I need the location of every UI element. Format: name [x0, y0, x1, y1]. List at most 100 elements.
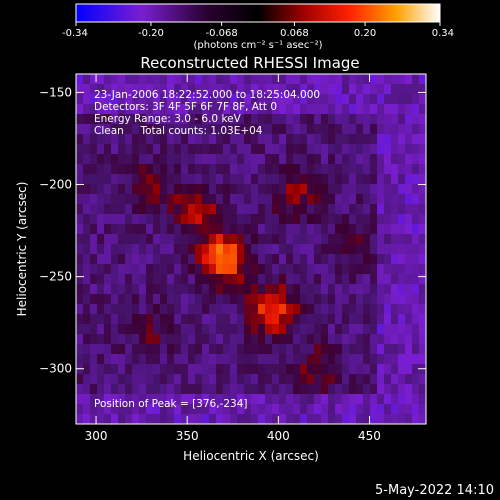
heatmap-cell — [181, 134, 188, 144]
heatmap-cell — [97, 134, 104, 144]
heatmap-cell — [349, 214, 356, 224]
heatmap-cell — [139, 114, 146, 124]
heatmap-cell — [265, 104, 272, 114]
heatmap-cell — [230, 114, 237, 124]
heatmap-cell — [153, 114, 160, 124]
heatmap-cell — [300, 344, 307, 354]
heatmap-cell — [90, 224, 97, 234]
heatmap-cell — [90, 344, 97, 354]
heatmap-cell — [300, 414, 307, 424]
heatmap-cell — [237, 204, 244, 214]
heatmap-cell — [321, 304, 328, 314]
heatmap-cell — [349, 74, 356, 84]
heatmap-cell — [265, 274, 272, 284]
heatmap-cell — [363, 414, 370, 424]
heatmap-cell — [244, 284, 251, 294]
heatmap-cell — [349, 204, 356, 214]
heatmap-cell — [216, 184, 223, 194]
heatmap-cell — [132, 84, 139, 94]
heatmap-cell — [258, 184, 265, 194]
heatmap-cell — [398, 214, 405, 224]
heatmap-cell — [293, 114, 300, 124]
heatmap-cell — [230, 154, 237, 164]
heatmap-cell — [195, 184, 202, 194]
heatmap-cell — [279, 104, 286, 114]
heatmap-cell — [160, 284, 167, 294]
heatmap-cell — [209, 104, 216, 114]
heatmap-cell — [328, 364, 335, 374]
heatmap-cell — [349, 184, 356, 194]
heatmap-cell — [405, 234, 412, 244]
heatmap-cell — [391, 354, 398, 364]
heatmap-cell — [209, 184, 216, 194]
heatmap-cell — [174, 104, 181, 114]
heatmap-cell — [377, 254, 384, 264]
heatmap-cell — [286, 204, 293, 214]
heatmap-cell — [132, 204, 139, 214]
heatmap-cell — [370, 354, 377, 364]
heatmap-cell — [195, 264, 202, 274]
heatmap-cell — [377, 244, 384, 254]
heatmap-cell — [139, 194, 146, 204]
heatmap-cell — [188, 284, 195, 294]
heatmap-cell — [300, 274, 307, 284]
heatmap-cell — [125, 194, 132, 204]
heatmap-cell — [251, 74, 258, 84]
heatmap-cell — [258, 164, 265, 174]
heatmap-cell — [125, 284, 132, 294]
heatmap-cell — [314, 154, 321, 164]
heatmap-cell — [258, 344, 265, 354]
heatmap-cell — [146, 104, 153, 114]
heatmap-cell — [83, 164, 90, 174]
heatmap-cell — [160, 404, 167, 414]
heatmap-cell — [419, 94, 426, 104]
heatmap-cell — [83, 244, 90, 254]
heatmap-cell — [328, 84, 335, 94]
heatmap-cell — [419, 354, 426, 364]
heatmap-cell — [272, 254, 279, 264]
heatmap-cell — [90, 304, 97, 314]
heatmap-cell — [237, 394, 244, 404]
heatmap-cell — [349, 384, 356, 394]
heatmap-cell — [370, 274, 377, 284]
heatmap-cell — [209, 114, 216, 124]
heatmap-cell — [342, 74, 349, 84]
heatmap-cell — [377, 104, 384, 114]
heatmap-cell — [146, 364, 153, 374]
heatmap-cell — [160, 144, 167, 154]
heatmap-cell — [412, 254, 419, 264]
heatmap-cell — [419, 394, 426, 404]
heatmap-cell — [237, 334, 244, 344]
heatmap-cell — [139, 304, 146, 314]
heatmap-cell — [216, 244, 223, 254]
heatmap-cell — [237, 294, 244, 304]
heatmap-cell — [384, 404, 391, 414]
heatmap-cell — [363, 344, 370, 354]
heatmap-cell — [279, 384, 286, 394]
heatmap-cell — [216, 344, 223, 354]
heatmap-cell — [188, 244, 195, 254]
heatmap-cell — [237, 374, 244, 384]
heatmap-cell — [195, 214, 202, 224]
heatmap-cell — [377, 154, 384, 164]
heatmap-cell — [181, 364, 188, 374]
heatmap-cell — [216, 254, 223, 264]
heatmap-cell — [356, 114, 363, 124]
heatmap-cell — [314, 204, 321, 214]
heatmap-cell — [174, 114, 181, 124]
heatmap-cell — [335, 214, 342, 224]
heatmap-cell — [405, 164, 412, 174]
heatmap-cell — [300, 284, 307, 294]
heatmap-cell — [83, 384, 90, 394]
heatmap-cell — [83, 124, 90, 134]
heatmap-cell — [335, 154, 342, 164]
heatmap-cell — [104, 154, 111, 164]
heatmap-cell — [342, 224, 349, 234]
heatmap-cell — [293, 144, 300, 154]
heatmap-cell — [286, 284, 293, 294]
heatmap-cell — [349, 114, 356, 124]
heatmap-cell — [160, 174, 167, 184]
heatmap-cell — [118, 224, 125, 234]
heatmap-cell — [174, 234, 181, 244]
